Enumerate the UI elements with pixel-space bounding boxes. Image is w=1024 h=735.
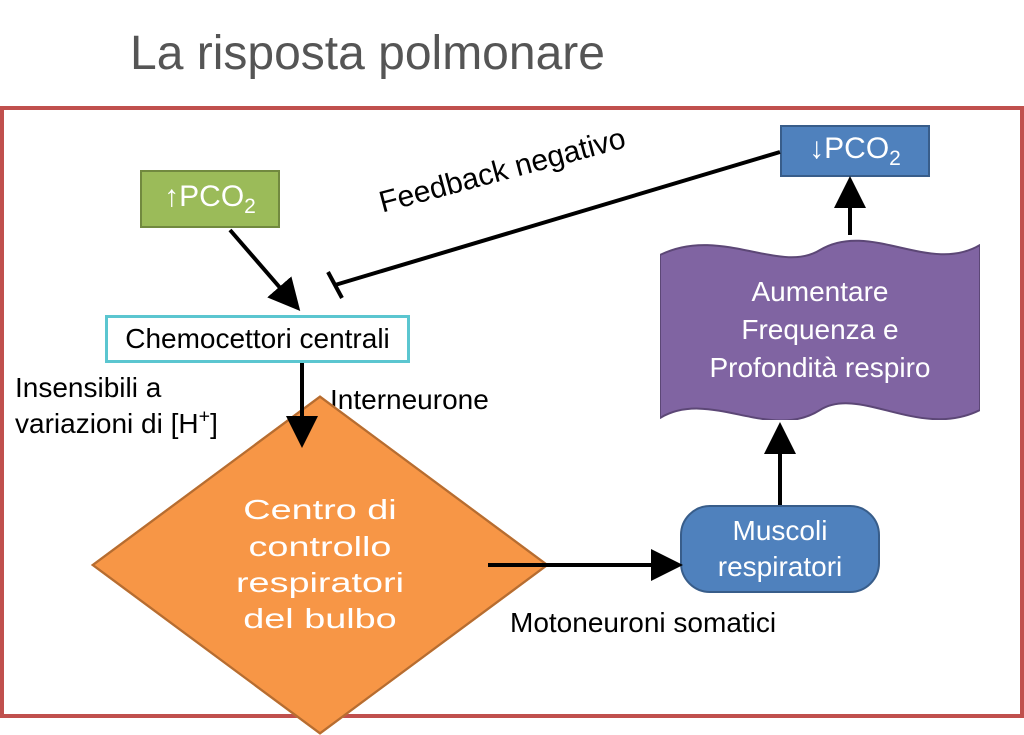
node-control-centre: Centro di controllo respiratori del bulb… <box>200 445 440 685</box>
chemo-label: Chemocettori centrali <box>125 323 390 355</box>
centre-label: Centro di controllo respiratori del bulb… <box>158 445 482 685</box>
page-title: La risposta polmonare <box>130 26 605 81</box>
title-bar: La risposta polmonare <box>0 0 1024 110</box>
node-muscles: Muscoli respiratori <box>680 505 880 593</box>
diagram-canvas: ↑PCO2 ↓PCO2 Chemocettori centrali Insens… <box>0 110 1024 718</box>
arrow-pco2-to-chemo <box>230 230 295 305</box>
node-increase: Aumentare Frequenza e Profondità respiro <box>660 220 980 420</box>
label-motoneuroni: Motoneuroni somatici <box>510 605 776 640</box>
node-pco2-down: ↓PCO2 <box>780 125 930 177</box>
pco2-down-label: ↓PCO2 <box>809 132 901 171</box>
muscles-label: Muscoli respiratori <box>718 513 842 586</box>
increase-label: Aumentare Frequenza e Profondità respiro <box>660 220 980 420</box>
pco2-up-label: ↑PCO2 <box>164 180 256 219</box>
label-feedback: Feedback negativo <box>375 120 630 222</box>
label-insensibili: Insensibili a variazioni di [H+] <box>15 370 218 441</box>
node-pco2-up: ↑PCO2 <box>140 170 280 228</box>
label-insensibili-line2: variazioni di [H+] <box>15 408 218 439</box>
node-chemoreceptors: Chemocettori centrali <box>105 315 410 363</box>
label-interneurone: Interneurone <box>330 382 489 417</box>
